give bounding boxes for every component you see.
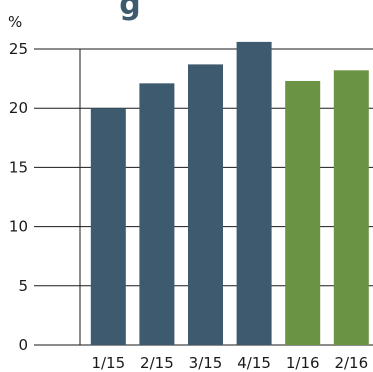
bar-4/15 bbox=[236, 41, 272, 346]
y-axis-unit-label: % bbox=[8, 13, 22, 31]
y-tick-label: 10 bbox=[9, 218, 28, 236]
bar-2/15 bbox=[139, 83, 175, 345]
bar-1/15 bbox=[90, 108, 126, 345]
x-tick-labels: 1/15 2/15 3/15 4/15 1/16 2/16 bbox=[91, 354, 368, 372]
y-tick-label: 15 bbox=[9, 158, 28, 176]
x-tick-label: 3/15 bbox=[189, 354, 223, 372]
y-tick-label: 25 bbox=[9, 40, 28, 58]
y-tick-label: 0 bbox=[18, 336, 28, 354]
bar-2/16 bbox=[333, 70, 369, 345]
x-tick-label: 1/16 bbox=[286, 354, 320, 372]
y-tick-labels: 0 5 10 15 20 25 bbox=[9, 40, 28, 354]
y-tick-label: 5 bbox=[18, 277, 28, 295]
y-tick-label: 20 bbox=[9, 99, 28, 117]
x-tick-label: 2/15 bbox=[140, 354, 174, 372]
bars bbox=[90, 41, 369, 346]
x-tick-label: 4/15 bbox=[237, 354, 271, 372]
chart-title-fragment: g bbox=[119, 0, 140, 22]
x-tick-label: 1/15 bbox=[91, 354, 125, 372]
bar-3/15 bbox=[188, 64, 223, 345]
x-tick-label: 2/16 bbox=[334, 354, 368, 372]
bar-1/16 bbox=[285, 80, 321, 345]
